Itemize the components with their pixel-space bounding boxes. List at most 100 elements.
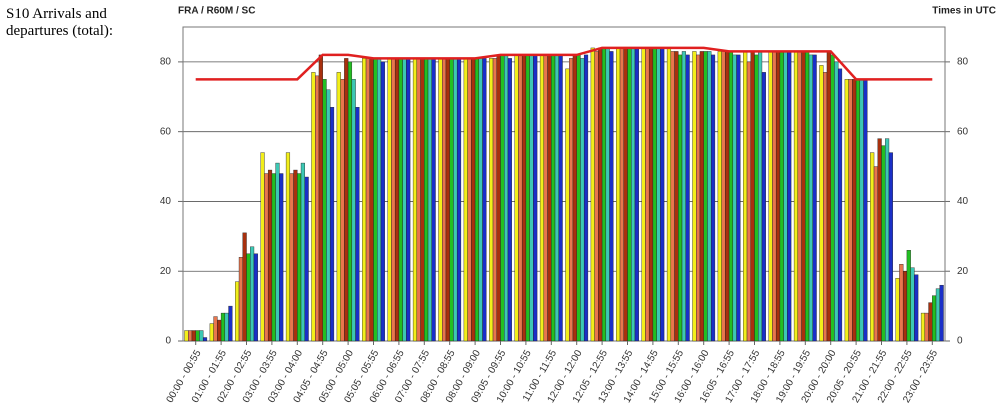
bar bbox=[877, 138, 882, 342]
bar bbox=[885, 138, 890, 342]
bar bbox=[387, 58, 392, 342]
bar bbox=[805, 51, 810, 342]
bar bbox=[442, 58, 447, 342]
bar bbox=[188, 330, 193, 342]
bar bbox=[271, 173, 276, 342]
bar bbox=[406, 58, 411, 342]
bar bbox=[666, 47, 672, 342]
bar bbox=[514, 54, 519, 342]
bar bbox=[772, 51, 777, 342]
bar bbox=[837, 68, 843, 342]
bar bbox=[365, 58, 370, 342]
bar bbox=[289, 173, 294, 342]
bar bbox=[902, 271, 908, 342]
bar bbox=[238, 257, 243, 342]
y2-tick-label: 80 bbox=[957, 57, 969, 68]
bar bbox=[699, 51, 704, 342]
bar bbox=[906, 250, 911, 342]
y-tick-label: 60 bbox=[160, 126, 172, 137]
bar bbox=[707, 51, 712, 342]
bar bbox=[609, 51, 614, 342]
bar bbox=[242, 232, 247, 342]
bar bbox=[746, 61, 751, 342]
bar bbox=[631, 47, 636, 342]
bar bbox=[412, 58, 418, 342]
bar bbox=[569, 58, 574, 342]
bar bbox=[634, 47, 639, 342]
bar bbox=[209, 323, 214, 342]
bar bbox=[678, 54, 683, 342]
bar bbox=[453, 58, 458, 342]
caption: S10 Arrivals and departures (total): bbox=[6, 6, 114, 39]
bar bbox=[855, 79, 861, 342]
bar bbox=[500, 54, 505, 342]
bar bbox=[424, 58, 429, 342]
bar bbox=[681, 51, 686, 342]
bar bbox=[224, 312, 229, 342]
bar bbox=[246, 253, 251, 342]
bar bbox=[264, 173, 269, 342]
bar bbox=[881, 145, 886, 342]
bar bbox=[420, 58, 425, 342]
bar bbox=[340, 79, 345, 342]
bar bbox=[648, 47, 654, 342]
bar bbox=[217, 319, 222, 342]
bar bbox=[431, 58, 436, 342]
bar bbox=[935, 288, 940, 342]
bar bbox=[329, 107, 335, 342]
bar bbox=[438, 58, 443, 342]
chart-subtitle: Times in UTC bbox=[932, 6, 996, 17]
bar bbox=[895, 278, 900, 342]
bar bbox=[598, 47, 603, 342]
bar bbox=[297, 173, 302, 342]
bar bbox=[583, 54, 589, 342]
bar bbox=[228, 305, 233, 342]
bar bbox=[496, 54, 501, 342]
bar bbox=[685, 54, 690, 342]
bar bbox=[844, 79, 849, 342]
bar bbox=[525, 54, 530, 342]
bar bbox=[336, 72, 341, 342]
bar bbox=[529, 54, 534, 342]
y-tick-label: 40 bbox=[160, 196, 172, 207]
bar bbox=[605, 47, 610, 342]
bar bbox=[728, 51, 734, 342]
bar bbox=[267, 169, 273, 342]
bar bbox=[260, 152, 265, 342]
bar bbox=[670, 51, 675, 342]
bar bbox=[373, 58, 378, 342]
bar bbox=[768, 51, 773, 342]
bar bbox=[619, 47, 624, 342]
bar bbox=[318, 54, 323, 342]
bar bbox=[873, 166, 878, 342]
bar bbox=[463, 58, 468, 342]
bar bbox=[641, 47, 646, 342]
bar bbox=[797, 51, 802, 342]
bar bbox=[416, 58, 421, 342]
bar bbox=[761, 72, 766, 342]
bar bbox=[543, 54, 548, 342]
bar bbox=[863, 79, 868, 342]
bar bbox=[195, 330, 200, 342]
bar bbox=[558, 54, 563, 342]
bar bbox=[539, 54, 545, 342]
bar bbox=[754, 54, 759, 342]
bar bbox=[852, 79, 857, 342]
bar bbox=[300, 162, 305, 342]
bar bbox=[456, 58, 462, 342]
bar bbox=[870, 152, 875, 342]
bar bbox=[732, 54, 737, 342]
bar bbox=[253, 253, 258, 342]
bar bbox=[812, 54, 817, 342]
bar bbox=[920, 312, 926, 342]
bar bbox=[939, 284, 944, 342]
bar bbox=[467, 58, 472, 342]
bar bbox=[660, 47, 665, 342]
bar bbox=[848, 79, 853, 342]
bar bbox=[826, 51, 831, 342]
bar bbox=[623, 47, 628, 342]
bar bbox=[928, 302, 933, 342]
bar bbox=[616, 47, 621, 342]
